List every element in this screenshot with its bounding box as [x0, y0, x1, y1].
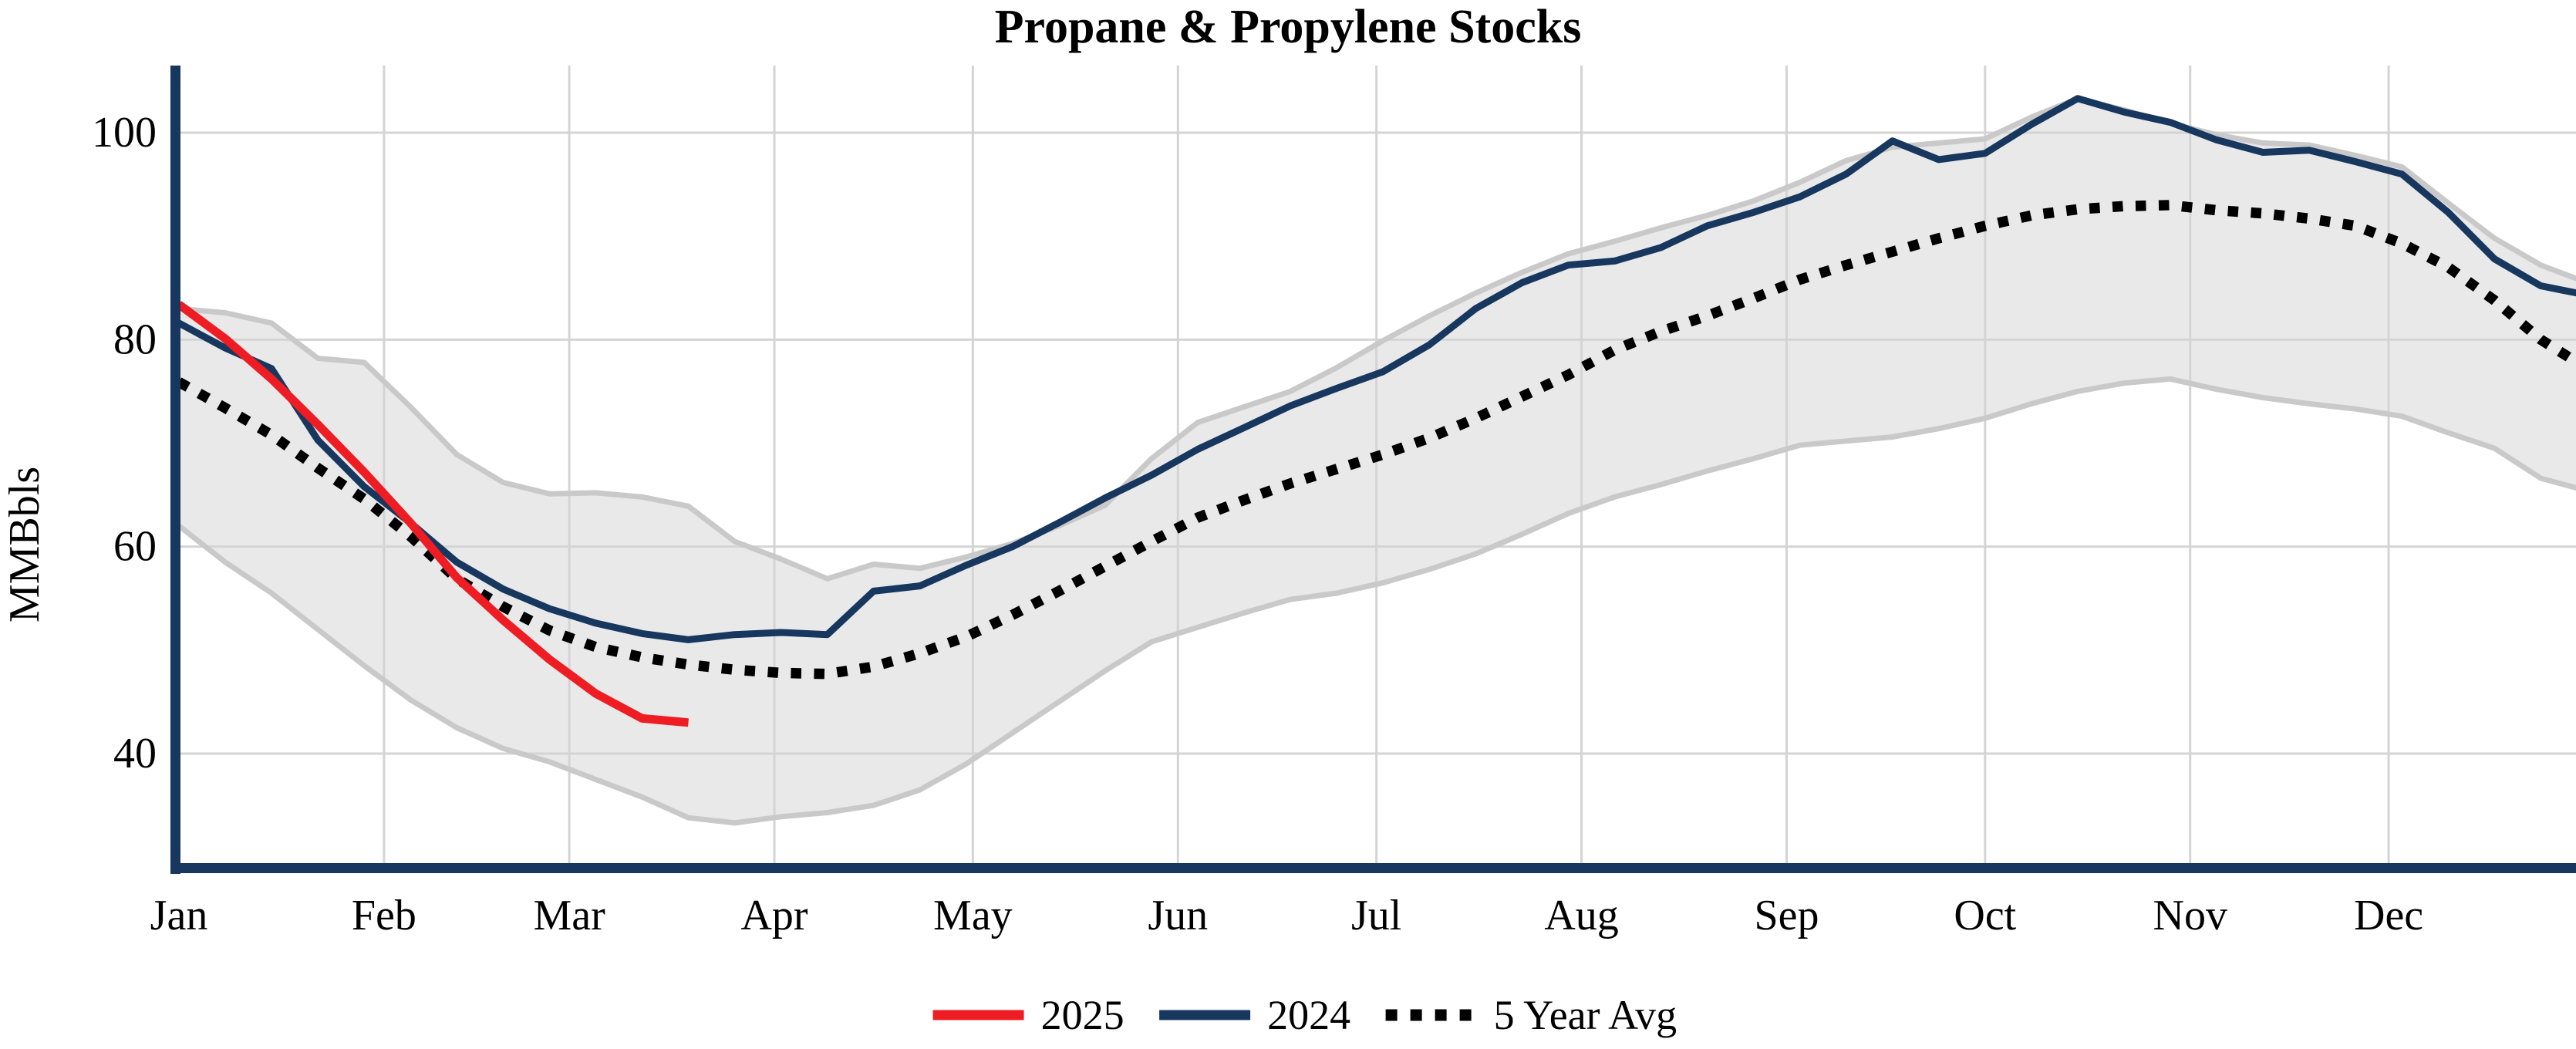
x-tick-label-oct: Oct: [1954, 892, 2016, 939]
chart-title: Propane & Propylene Stocks: [994, 1, 1582, 53]
gridlines: [175, 66, 2576, 863]
x-tick-label-sep: Sep: [1754, 892, 1819, 939]
y-tick-label: 100: [92, 109, 157, 157]
x-tick-labels: Jan Feb Mar Apr May Jun Jul Aug Sep Oct Nov Dec: [150, 892, 2423, 939]
series-line-2025: [176, 301, 689, 727]
legend-label-2025: 2025: [1041, 992, 1124, 1038]
series-line-2024: [177, 95, 2576, 643]
y-tick-label: 60: [113, 523, 157, 571]
y-tick-labels: 40 60 80 100: [92, 109, 157, 777]
x-tick-label-may: May: [933, 892, 1013, 939]
x-tick-label-feb: Feb: [352, 892, 416, 939]
y-tick-label: 40: [113, 730, 157, 777]
legend-label-2024: 2024: [1267, 992, 1350, 1038]
x-tick-label-aug: Aug: [1544, 892, 1618, 939]
x-tick-label-dec: Dec: [2354, 892, 2423, 939]
legend-label-5-year-avg: 5 Year Avg: [1494, 992, 1677, 1038]
legend: 2025 2024 5 Year Avg: [932, 992, 1677, 1038]
series-line-5-year-avg: [176, 200, 2576, 680]
x-tick-label-jan: Jan: [150, 892, 208, 939]
band-lower-edge: [177, 376, 2576, 826]
x-tick-label-jul: Jul: [1351, 892, 1401, 939]
x-axis-spine: [170, 863, 2576, 873]
plot-area: [175, 66, 2576, 863]
y-axis-spine: [170, 66, 180, 874]
y-tick-label: 80: [113, 315, 157, 363]
x-tick-label-mar: Mar: [533, 892, 605, 939]
y-axis-title: MMBbls: [1, 466, 49, 623]
x-tick-label-jun: Jun: [1148, 892, 1208, 939]
x-tick-label-apr: Apr: [740, 892, 808, 939]
x-tick-label-nov: Nov: [2153, 892, 2227, 939]
